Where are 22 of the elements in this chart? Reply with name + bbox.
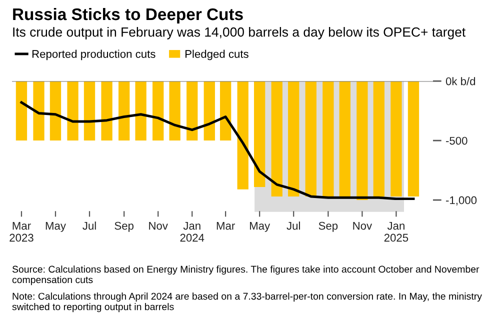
x-tick-label: Jul <box>286 222 300 230</box>
x-tick-label: Jul <box>82 222 96 230</box>
line-series <box>20 101 415 200</box>
chart-title: Russia Sticks to Deeper Cuts <box>13 8 243 24</box>
x-tick-label: Mar 2023 <box>10 222 34 242</box>
x-tick-label: Mar <box>216 222 235 230</box>
y-tick-label: -500 <box>446 136 468 145</box>
x-tick-label: Nov <box>353 222 372 230</box>
source-note: Source: Calculations based on Energy Ministry figures. The figures take into account October and November compensation cuts <box>12 266 480 286</box>
x-tick-label: Nov <box>149 222 168 230</box>
text: Note: Calculations through April 2024 are based on a 7.33-barrel-per-ton conversion rate. In May, the ministry switched to reporting output in barrels <box>12 292 482 312</box>
x-tick-label: Jan 2024 <box>180 222 204 242</box>
x-tick-label: Sep <box>318 222 338 232</box>
chart-subtitle: Its crude output in February was 14,000 barrels a day below its OPEC+ target <box>13 27 466 40</box>
x-tick-label: Jan 2025 <box>384 222 408 242</box>
x-tick-label: May <box>250 222 270 232</box>
legend-label: Pledged cuts <box>185 50 248 60</box>
y-tick-label: -1,000 <box>446 196 477 206</box>
y-tick-label: 0k b/d <box>446 77 476 86</box>
legend-label: Reported production cuts <box>32 50 156 60</box>
x-tick-label: Sep <box>114 222 134 232</box>
x-tick-label: May <box>46 222 66 232</box>
